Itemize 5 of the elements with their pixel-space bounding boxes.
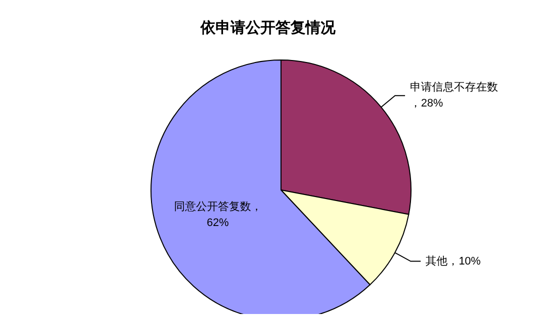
chart-title: 依申请公开答复情况 (200, 20, 336, 36)
data-label: ，28% (410, 98, 444, 110)
slice-label: 同意公开答复数，62% (174, 200, 262, 230)
slice-label: 其他，10% (426, 254, 481, 268)
slice-label: 申请信息不存在数 (410, 80, 498, 94)
